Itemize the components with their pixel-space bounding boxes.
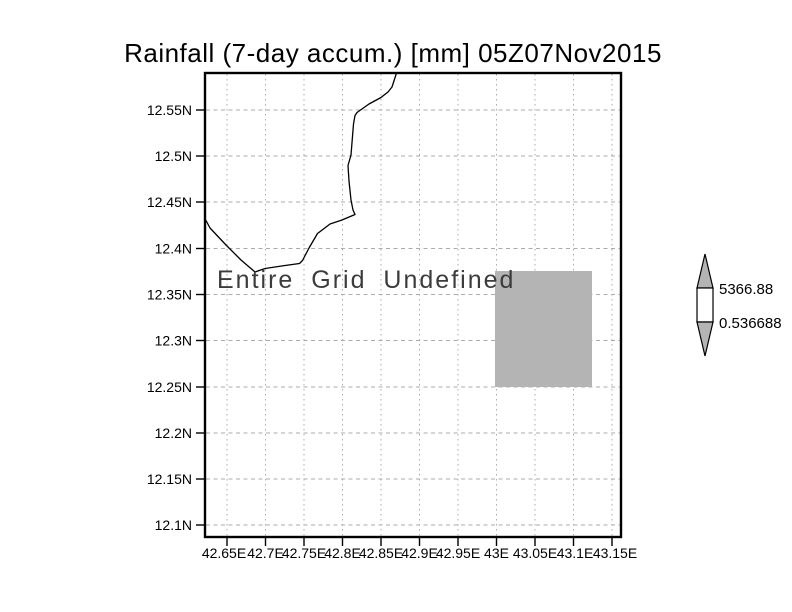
x-tick-label: 43E (484, 545, 509, 561)
colorbar: 5366.88 0.536688 (696, 253, 782, 357)
colorbar-min-label: 0.536688 (719, 315, 782, 332)
x-tick-label: 42.9E (401, 545, 438, 561)
coastline (205, 72, 398, 273)
colorbar-upper-triangle (696, 253, 714, 289)
x-tick-label: 43.05E (513, 545, 557, 561)
x-tick-label: 42.8E (324, 545, 361, 561)
y-tick-label: 12.2N (155, 425, 192, 441)
undefined-grid-message: Entire Grid Undefined (217, 266, 515, 294)
left-axis-ticks (196, 109, 204, 526)
x-tick-label: 43.1E (557, 545, 594, 561)
y-tick-label: 12.15N (147, 471, 192, 487)
x-axis-labels: 42.65E 42.7E 42.75E 42.8E 42.85E 42.9E 4… (202, 545, 637, 561)
y-tick-label: 12.25N (147, 379, 192, 395)
x-tick-label: 42.7E (247, 545, 284, 561)
map-frame (203, 71, 623, 539)
y-tick-label: 12.55N (147, 102, 192, 118)
colorbar-lower-triangle (696, 321, 714, 357)
y-tick-label: 12.45N (147, 194, 192, 210)
colorbar-band (696, 287, 714, 323)
y-tick-label: 12.5N (155, 148, 192, 164)
x-tick-label: 42.65E (202, 545, 246, 561)
y-tick-label: 12.1N (155, 517, 192, 533)
y-axis-labels: 12.55N 12.5N 12.45N 12.4N 12.35N 12.3N 1… (147, 102, 192, 533)
bottom-axis-ticks (226, 538, 613, 546)
y-tick-label: 12.3N (155, 333, 192, 349)
x-tick-label: 43.15E (593, 545, 637, 561)
y-tick-label: 12.4N (155, 241, 192, 257)
plot-title: Rainfall (7-day accum.) [mm] 05Z07Nov201… (124, 38, 662, 68)
x-tick-label: 42.95E (436, 545, 480, 561)
y-tick-label: 12.35N (147, 287, 192, 303)
shaded-undefined-cell (495, 271, 592, 387)
x-tick-label: 42.85E (359, 545, 403, 561)
x-tick-label: 42.75E (282, 545, 326, 561)
colorbar-max-label: 5366.88 (719, 281, 773, 298)
